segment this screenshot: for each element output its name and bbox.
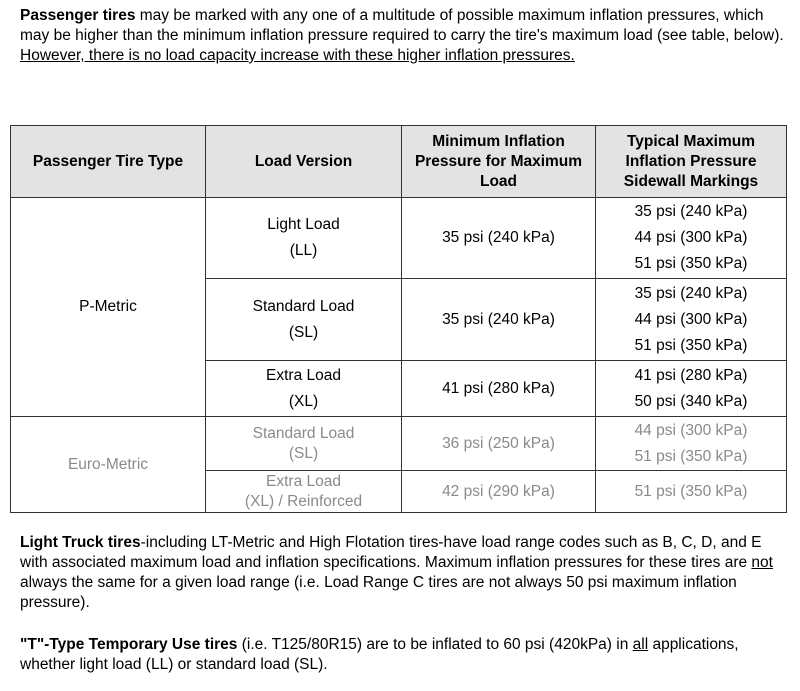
max-cell: 35 psi (240 kPa) 44 psi (300 kPa) 51 psi (…	[595, 197, 787, 279]
max-cell: 44 psi (300 kPa) 51 psi (350 kPa)	[595, 416, 787, 471]
header-tire-type: Passenger Tire Type	[10, 125, 206, 198]
table-row: Extra Load (XL) 41 psi (280 kPa) 41 psi (…	[11, 360, 787, 417]
table-row: Euro-Metric Standard Load (SL) 36 psi (25…	[10, 416, 787, 513]
min-cell: 36 psi (250 kPa)	[401, 416, 596, 471]
temporary-paragraph: "T"-Type Temporary Use tires (i.e. T125/…	[20, 636, 739, 673]
load-cell: Light Load (LL)	[205, 197, 402, 279]
header-max-pressure: Typical Maximum Inflation Pressure Sidew…	[595, 125, 787, 198]
max-cell: 35 psi (240 kPa) 44 psi (300 kPa) 51 psi (…	[595, 278, 787, 361]
intro-text: may be marked with any one of a multitud…	[20, 7, 784, 44]
max-cell: 41 psi (280 kPa) 50 psi (340 kPa)	[595, 360, 787, 417]
table-row: Extra Load (XL) / Reinforced 42 psi (290 …	[11, 470, 787, 513]
load-cell: Standard Load (SL)	[205, 416, 402, 471]
light-truck-paragraph: Light Truck tires-including LT-Metric an…	[20, 534, 773, 611]
table-row: P-Metric Light Load (LL) 35 psi (240 kPa)…	[10, 197, 787, 417]
intro-underlined: However, there is no load capacity incre…	[20, 47, 575, 64]
intro-paragraph: Passenger tires may be marked with any o…	[20, 6, 790, 66]
header-load-version: Load Version	[205, 125, 402, 198]
intro-bold: Passenger tires	[20, 7, 136, 24]
header-min-pressure: Minimum Inflation Pressure for Maximum L…	[401, 125, 596, 198]
min-cell: 35 psi (240 kPa)	[401, 278, 596, 361]
max-cell: 51 psi (350 kPa)	[595, 470, 787, 513]
load-cell: Extra Load (XL) / Reinforced	[205, 470, 402, 513]
load-cell: Standard Load (SL)	[205, 278, 402, 361]
min-cell: 41 psi (280 kPa)	[401, 360, 596, 417]
load-cell: Extra Load (XL)	[205, 360, 402, 417]
min-cell: 42 psi (290 kPa)	[401, 470, 596, 513]
tire-type-cell: Euro-Metric	[10, 416, 206, 513]
table-row: Standard Load (SL) 35 psi (240 kPa) 35 ps…	[11, 278, 787, 361]
tire-type-cell: P-Metric	[10, 197, 206, 417]
inflation-table: Passenger Tire Type Load Version Minimum…	[10, 125, 787, 513]
min-cell: 35 psi (240 kPa)	[401, 197, 596, 279]
table-header-row: Passenger Tire Type Load Version Minimum…	[10, 125, 787, 198]
